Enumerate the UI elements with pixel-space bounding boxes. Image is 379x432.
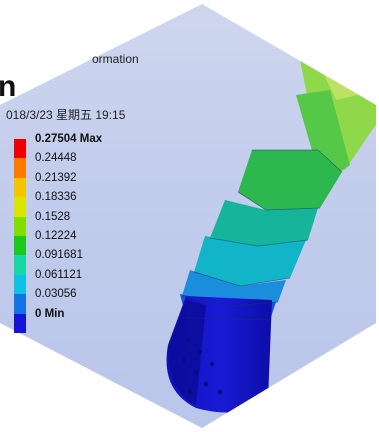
legend-swatch (14, 216, 26, 236)
model-band-teal (194, 236, 306, 286)
model-tip-holes (181, 337, 223, 395)
legend-label: 0.12224 (35, 229, 77, 242)
legend-swatch (14, 139, 26, 159)
model-band-teal-green (210, 200, 318, 246)
legend-label: 0.21392 (35, 171, 77, 184)
model-band-cyan (182, 270, 286, 306)
legend-swatch (14, 294, 26, 314)
model-tip-shade (168, 300, 206, 405)
legend-label: 0.03056 (35, 288, 77, 301)
legend-label: 0.091681 (35, 249, 83, 262)
legend-label: 0.1528 (35, 210, 71, 223)
solution-subtitle: ormation (92, 52, 139, 66)
legend-swatch (14, 274, 26, 295)
legend-swatch (14, 177, 26, 198)
solution-title: n (0, 70, 17, 103)
legend-swatch (14, 197, 26, 217)
model-band-green (238, 150, 342, 210)
model-contour-lines (181, 149, 343, 321)
legend-label: 0 Min (35, 307, 65, 320)
model-band-lightgreen (296, 90, 350, 185)
legend-label: 0.061121 (35, 268, 83, 281)
legend-label: 0.18336 (35, 191, 77, 204)
legend-label: 0.24448 (35, 152, 77, 165)
legend-swatch (14, 235, 26, 256)
solution-datetime: 018/3/23 星期五 19:15 (6, 108, 126, 122)
legend-swatch (14, 158, 26, 178)
legend-swatch (14, 313, 26, 333)
legend-swatch (14, 255, 26, 275)
legend-label: 0.27504 Max (35, 133, 103, 145)
